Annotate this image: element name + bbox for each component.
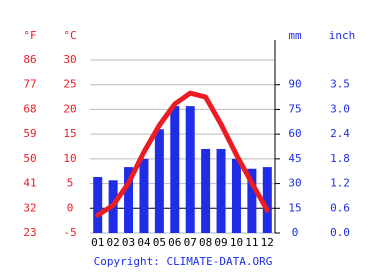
y-tick-label-c: 0 bbox=[67, 201, 74, 214]
precip-bar bbox=[154, 129, 164, 233]
y-tick-label-f: 68 bbox=[23, 102, 36, 115]
precip-bar bbox=[231, 158, 241, 233]
y-tick-label-f: 77 bbox=[23, 78, 36, 91]
unit-inch: inch bbox=[329, 29, 356, 42]
y-tick-label-c: 30 bbox=[63, 53, 76, 66]
precip-bar bbox=[139, 158, 149, 233]
y2-tick-label-mm: 45 bbox=[288, 152, 301, 165]
y-tick-label-c: 15 bbox=[63, 127, 76, 140]
y-tick-label-c: -5 bbox=[63, 226, 76, 239]
x-tick-label: 11 bbox=[245, 236, 258, 249]
y2-tick-label-mm: 90 bbox=[288, 78, 301, 91]
y2-tick-label-mm: 30 bbox=[288, 177, 301, 190]
x-tick-label: 10 bbox=[230, 236, 243, 249]
x-tick-label: 07 bbox=[184, 236, 197, 249]
y2-tick-label-inch: 2.4 bbox=[330, 127, 350, 140]
y-tick-label-f: 86 bbox=[23, 53, 36, 66]
precip-bar bbox=[201, 148, 211, 233]
y-tick-label-c: 10 bbox=[63, 152, 76, 165]
y-tick-label-c: 25 bbox=[63, 78, 76, 91]
x-tick-label: 05 bbox=[153, 236, 166, 249]
y-tick-label-f: 50 bbox=[23, 152, 36, 165]
x-tick-label: 08 bbox=[199, 236, 212, 249]
y2-tick-label-mm: 0 bbox=[292, 226, 299, 239]
precip-bar bbox=[185, 106, 195, 233]
y2-tick-label-inch: 1.2 bbox=[330, 177, 350, 190]
y-tick-label-f: 23 bbox=[23, 226, 36, 239]
copyright: Copyright: CLIMATE-DATA.ORG bbox=[94, 255, 273, 268]
temperature-line bbox=[95, 90, 270, 218]
y-tick-label-f: 59 bbox=[23, 127, 36, 140]
unit-mm: mm bbox=[288, 29, 302, 42]
y-tick-label-c: 5 bbox=[67, 177, 74, 190]
y2-tick-label-mm: 75 bbox=[288, 102, 301, 115]
y-tick-label-f: 32 bbox=[23, 201, 36, 214]
y2-tick-label-mm: 60 bbox=[288, 127, 301, 140]
y2-tick-label-inch: 3.0 bbox=[330, 102, 350, 115]
x-tick-label: 06 bbox=[168, 236, 181, 249]
x-tick-label: 03 bbox=[122, 236, 135, 249]
y-tick-label-f: 41 bbox=[23, 177, 36, 190]
precip-bar bbox=[170, 106, 180, 233]
x-tick-label: 01 bbox=[91, 236, 104, 249]
unit-f: °F bbox=[23, 29, 36, 42]
x-tick-label: 02 bbox=[107, 236, 120, 249]
x-tick-label: 09 bbox=[214, 236, 227, 249]
x-tick-label: 12 bbox=[261, 236, 274, 249]
precip-bar bbox=[262, 167, 272, 233]
y-tick-label-c: 20 bbox=[63, 102, 76, 115]
precip-bar bbox=[247, 168, 257, 233]
precip-bar bbox=[124, 167, 134, 233]
y2-tick-label-inch: 0.0 bbox=[330, 226, 350, 239]
precip-bar bbox=[93, 176, 103, 233]
x-tick-label: 04 bbox=[137, 236, 151, 249]
precip-bar bbox=[216, 148, 226, 233]
y2-tick-label-mm: 15 bbox=[288, 201, 301, 214]
unit-c: °C bbox=[63, 29, 76, 42]
y2-tick-label-inch: 0.6 bbox=[330, 201, 350, 214]
y2-tick-label-inch: 3.5 bbox=[330, 78, 350, 91]
y2-tick-label-inch: 1.8 bbox=[330, 152, 350, 165]
